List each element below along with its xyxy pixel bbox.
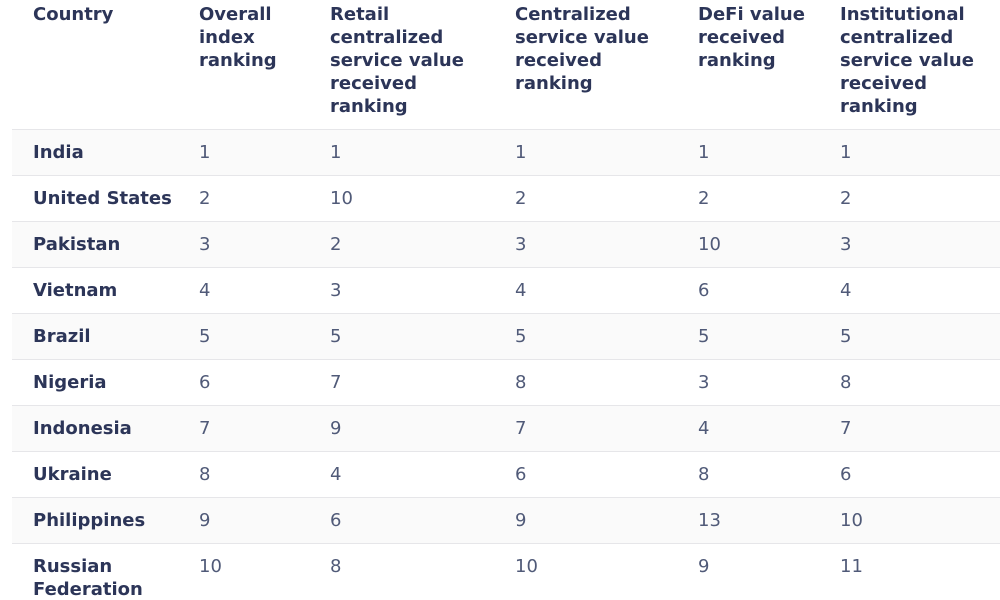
country-cell: Pakistan: [12, 221, 187, 268]
rank-cell: 2: [503, 175, 686, 222]
rank-cell: 10: [686, 221, 828, 268]
rank-cell: 5: [828, 313, 1000, 360]
rank-cell: 6: [503, 451, 686, 498]
country-cell: Russian Federation: [12, 543, 187, 600]
rank-cell: 1: [686, 129, 828, 176]
table-row: United States 2 10 2 2 2: [12, 175, 1000, 222]
country-cell: Brazil: [12, 313, 187, 360]
rank-cell: 1: [318, 129, 503, 176]
rank-cell: 3: [686, 359, 828, 406]
column-header: Retail centralized service value receive…: [330, 4, 464, 117]
table-row: Nigeria 6 7 8 3 8: [12, 359, 1000, 406]
table-container: Country Overall index ranking Retail centr…: [12, 0, 1000, 600]
country-cell: India: [12, 129, 187, 176]
column-header: Overall index ranking: [199, 4, 277, 71]
rank-cell: 13: [686, 497, 828, 544]
rank-cell: 3: [828, 221, 1000, 268]
rank-cell: 4: [828, 267, 1000, 314]
country-cell: Indonesia: [12, 405, 187, 452]
country-cell: United States: [12, 175, 187, 222]
rank-cell: 3: [318, 267, 503, 314]
header-row: Country Overall index ranking Retail centr…: [12, 0, 1000, 130]
rank-cell: 5: [503, 313, 686, 360]
table-row: Russian Federation 10 8 10 9 11: [12, 543, 1000, 600]
rank-cell: 9: [187, 497, 318, 544]
rank-cell: 9: [503, 497, 686, 544]
rank-cell: 8: [503, 359, 686, 406]
rank-cell: 10: [503, 543, 686, 600]
rank-cell: 8: [828, 359, 1000, 406]
column-header: DeFi value received ranking: [698, 4, 805, 71]
rank-cell: 2: [686, 175, 828, 222]
country-cell: Ukraine: [12, 451, 187, 498]
table-row: Brazil 5 5 5 5 5: [12, 313, 1000, 360]
rank-cell: 8: [187, 451, 318, 498]
rank-cell: 2: [187, 175, 318, 222]
rank-cell: 3: [187, 221, 318, 268]
table-row: Vietnam 4 3 4 6 4: [12, 267, 1000, 314]
rank-cell: 7: [318, 359, 503, 406]
country-cell: Philippines: [12, 497, 187, 544]
rank-cell: 10: [187, 543, 318, 600]
table-body: India 1 1 1 1 1 United States 2 10 2 2 2 Pakistan 3 2 3…: [12, 129, 1000, 600]
rank-cell: 6: [187, 359, 318, 406]
rank-cell: 6: [686, 267, 828, 314]
ranking-table: Country Overall index ranking Retail centr…: [12, 0, 1000, 600]
rank-cell: 9: [686, 543, 828, 600]
rank-cell: 8: [686, 451, 828, 498]
rank-cell: 10: [318, 175, 503, 222]
rank-cell: 5: [187, 313, 318, 360]
rank-cell: 10: [828, 497, 1000, 544]
rank-cell: 1: [828, 129, 1000, 176]
rank-cell: 4: [187, 267, 318, 314]
rank-cell: 4: [686, 405, 828, 452]
rank-cell: 5: [318, 313, 503, 360]
rank-cell: 9: [318, 405, 503, 452]
rank-cell: 7: [503, 405, 686, 452]
column-header: Institutional centralized service value …: [840, 4, 974, 117]
rank-cell: 2: [828, 175, 1000, 222]
column-header: Country: [33, 4, 114, 25]
rank-cell: 7: [828, 405, 1000, 452]
rank-cell: 4: [503, 267, 686, 314]
rank-cell: 6: [318, 497, 503, 544]
rank-cell: 2: [318, 221, 503, 268]
column-header: Centralized service value received ranki…: [515, 4, 649, 94]
rank-cell: 5: [686, 313, 828, 360]
table-row: Ukraine 8 4 6 8 6: [12, 451, 1000, 498]
country-cell: Vietnam: [12, 267, 187, 314]
table-row: India 1 1 1 1 1: [12, 129, 1000, 176]
rank-cell: 3: [503, 221, 686, 268]
rank-cell: 4: [318, 451, 503, 498]
rank-cell: 1: [187, 129, 318, 176]
rank-cell: 1: [503, 129, 686, 176]
table-row: Indonesia 7 9 7 4 7: [12, 405, 1000, 452]
rank-cell: 11: [828, 543, 1000, 600]
country-cell: Nigeria: [12, 359, 187, 406]
table-head: Country Overall index ranking Retail centr…: [12, 0, 1000, 130]
table-row: Pakistan 3 2 3 10 3: [12, 221, 1000, 268]
rank-cell: 7: [187, 405, 318, 452]
rank-cell: 8: [318, 543, 503, 600]
rank-cell: 6: [828, 451, 1000, 498]
table-row: Philippines 9 6 9 13 10: [12, 497, 1000, 544]
